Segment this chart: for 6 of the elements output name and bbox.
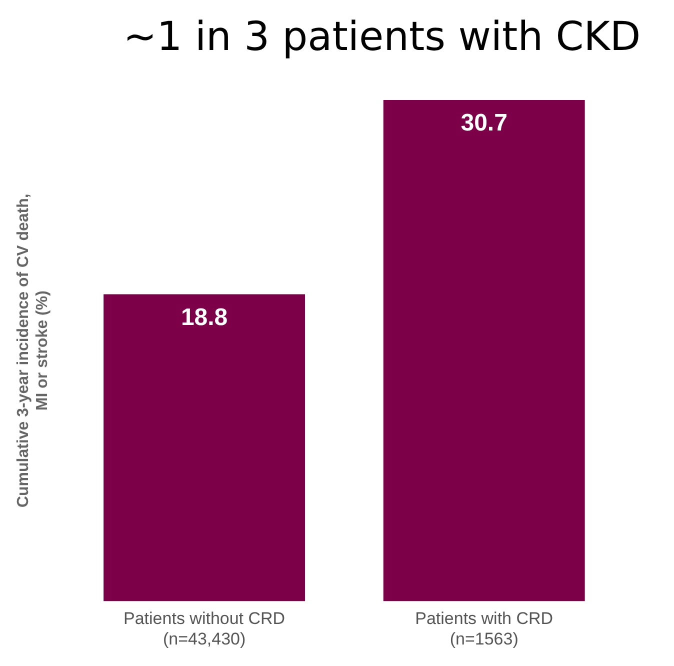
y-axis-title: Cumulative 3-year incidence of CV death, MI or stroke (%) (15, 194, 52, 508)
data-label: 18.8 (180, 304, 228, 331)
data-label: 30.7 (460, 110, 508, 137)
chart-title: ~1 in 3 patients with CKD (122, 14, 642, 60)
x-tick-label: Patients with CRD (n=1563) (415, 609, 554, 648)
x-tick-label: Patients without CRD (n=43,430) (124, 609, 286, 648)
